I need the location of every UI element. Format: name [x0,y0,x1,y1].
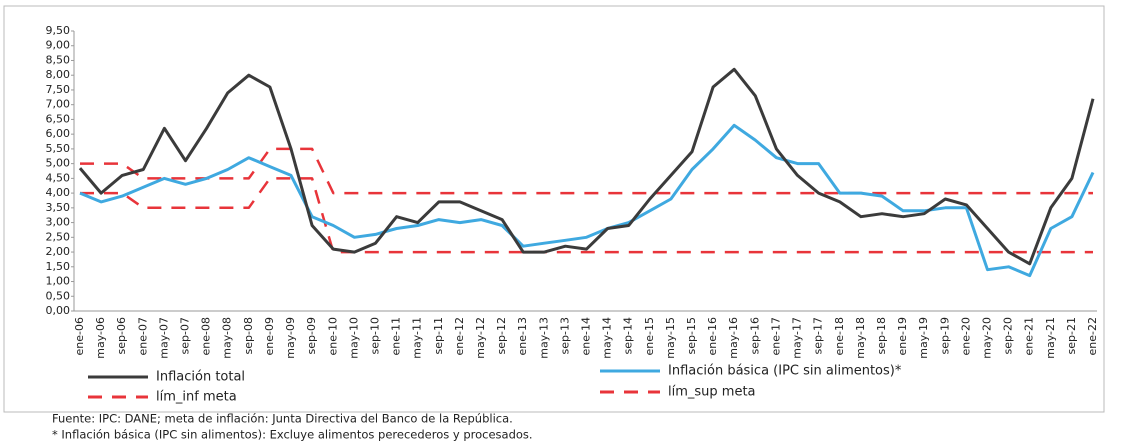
y-tick-label: 7,00 [46,98,71,111]
x-tick-label: sep-14 [622,317,635,354]
x-tick-label: sep-11 [432,317,445,354]
source-note: Fuente: IPC: DANE; meta de inflación: Ju… [52,412,513,426]
x-tick-label: ene-19 [896,317,909,355]
x-tick-label: sep-19 [938,317,951,354]
x-tick-label: ene-14 [580,317,593,355]
x-tick-label: ene-07 [136,317,149,355]
x-tick-label: may-15 [664,317,677,359]
y-tick-label: 1,50 [46,260,71,273]
x-tick-label: may-09 [284,317,297,359]
x-tick-label: may-12 [474,317,487,359]
x-tick-label: sep-18 [875,317,888,354]
x-tick-label: may-10 [347,317,360,359]
x-tick-label: ene-11 [390,317,403,355]
y-tick-label: 8,00 [46,68,71,81]
x-tick-label: ene-13 [516,317,529,355]
x-tick-label: sep-09 [305,317,318,354]
y-tick-label: 4,50 [46,171,71,184]
chart-frame [3,5,1105,413]
y-tick-label: 6,50 [46,112,71,125]
y-tick-label: 1,00 [46,275,71,288]
x-tick-label: may-18 [854,317,867,359]
y-tick-label: 6,00 [46,127,71,140]
series-line [80,147,1093,195]
x-tick-label: ene-17 [769,317,782,355]
x-tick-label: may-13 [537,317,550,359]
x-tick-label: sep-20 [1002,317,1015,354]
series-line [79,123,1095,278]
x-tick-label: sep-13 [558,317,571,354]
x-tick-label: may-08 [221,317,234,359]
x-tick-label: ene-21 [1023,317,1036,355]
y-tick-label: 3,00 [46,216,71,229]
y-tick-label: 2,00 [46,245,71,258]
x-tick-label: ene-15 [643,317,656,355]
x-tick-label: sep-21 [1065,317,1078,354]
y-tick-label: 0,50 [46,289,71,302]
x-tick-label: sep-08 [242,317,255,354]
legend-label: Inflación total [156,370,245,385]
legend-label: lím_inf meta [156,390,237,405]
y-tick-label: 8,50 [46,53,71,66]
y-tick-label: 0,00 [46,304,71,317]
x-tick-label: may-14 [601,317,614,359]
x-tick-label: may-16 [727,317,740,359]
x-tick-label: sep-12 [495,317,508,354]
series-line [78,67,1095,266]
x-tick-label: sep-15 [685,317,698,354]
x-tick-label: may-19 [917,317,930,359]
x-tick-label: may-21 [1044,317,1057,359]
x-tick-label: may-07 [157,317,170,359]
x-tick-label: may-20 [980,317,993,359]
x-tick-label: ene-09 [263,317,276,355]
x-tick-label: ene-10 [326,317,339,355]
y-tick-label: 9,50 [46,24,71,37]
x-tick-label: may-17 [791,317,804,359]
x-tick-label: sep-06 [115,317,128,354]
x-tick-label: sep-17 [812,317,825,354]
y-tick-label: 5,00 [46,157,71,170]
x-tick-label: ene-22 [1086,317,1099,355]
series-line [80,177,1093,254]
x-tick-label: ene-08 [200,317,213,355]
y-tick-label: 5,50 [46,142,71,155]
x-tick-label: sep-07 [179,317,192,354]
legend-label: Inflación básica (IPC sin alimentos)* [668,364,902,379]
y-tick-label: 7,50 [46,83,71,96]
y-tick-label: 3,50 [46,201,71,214]
x-tick-label: ene-06 [73,317,86,355]
y-tick-label: 4,00 [46,186,71,199]
x-tick-label: ene-20 [959,317,972,355]
x-tick-label: sep-16 [748,317,761,354]
footnote: * Inflación básica (IPC sin alimentos): … [52,428,533,442]
y-tick-label: 9,00 [46,39,71,52]
x-tick-label: may-11 [411,317,424,359]
x-tick-label: sep-10 [368,317,381,354]
x-tick-label: may-06 [94,317,107,359]
x-tick-label: ene-12 [453,317,466,355]
y-tick-label: 2,50 [46,230,71,243]
legend-label: lím_sup meta [668,385,756,400]
x-tick-label: ene-18 [833,317,846,355]
x-tick-label: ene-16 [706,317,719,355]
